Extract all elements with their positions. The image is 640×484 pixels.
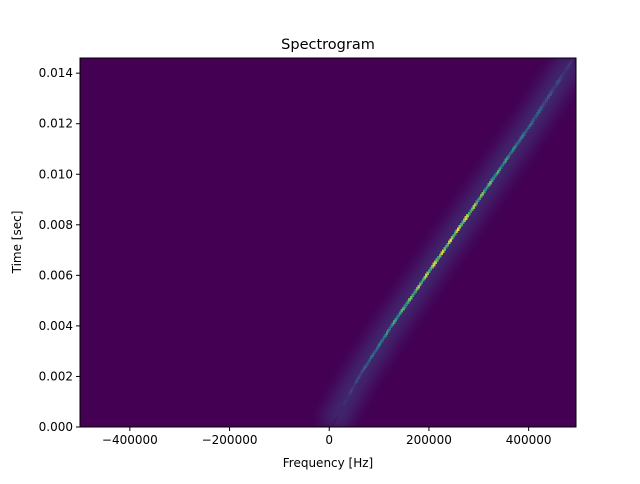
plot-background <box>80 58 576 427</box>
spectrogram-heatmap <box>320 58 576 427</box>
y-axis: 0.000 0.002 0.004 0.006 0.008 0.010 0.012 0.014 <box>39 66 80 434</box>
y-tick-label: 0.014 <box>39 66 73 80</box>
y-axis-label: Time [sec] <box>10 211 24 275</box>
y-tick-label: 0.004 <box>39 319 73 333</box>
x-tick-label: −400000 <box>102 433 158 447</box>
y-tick-label: 0.010 <box>39 167 73 181</box>
y-tick-label: 0.012 <box>39 117 73 131</box>
x-axis-label: Frequency [Hz] <box>283 456 374 470</box>
x-axis: −400000 −200000 0 200000 400000 <box>102 427 552 447</box>
y-tick-label: 0.000 <box>39 420 73 434</box>
x-tick-label: 400000 <box>506 433 552 447</box>
x-tick-label: 0 <box>325 433 333 447</box>
y-tick-label: 0.006 <box>39 268 73 282</box>
plot-frame <box>79 57 577 428</box>
x-tick-label: 200000 <box>406 433 452 447</box>
y-tick-label: 0.002 <box>39 369 73 383</box>
x-tick-label: −200000 <box>202 433 258 447</box>
chart-title: Spectrogram <box>281 37 375 53</box>
y-tick-label: 0.008 <box>39 218 73 232</box>
